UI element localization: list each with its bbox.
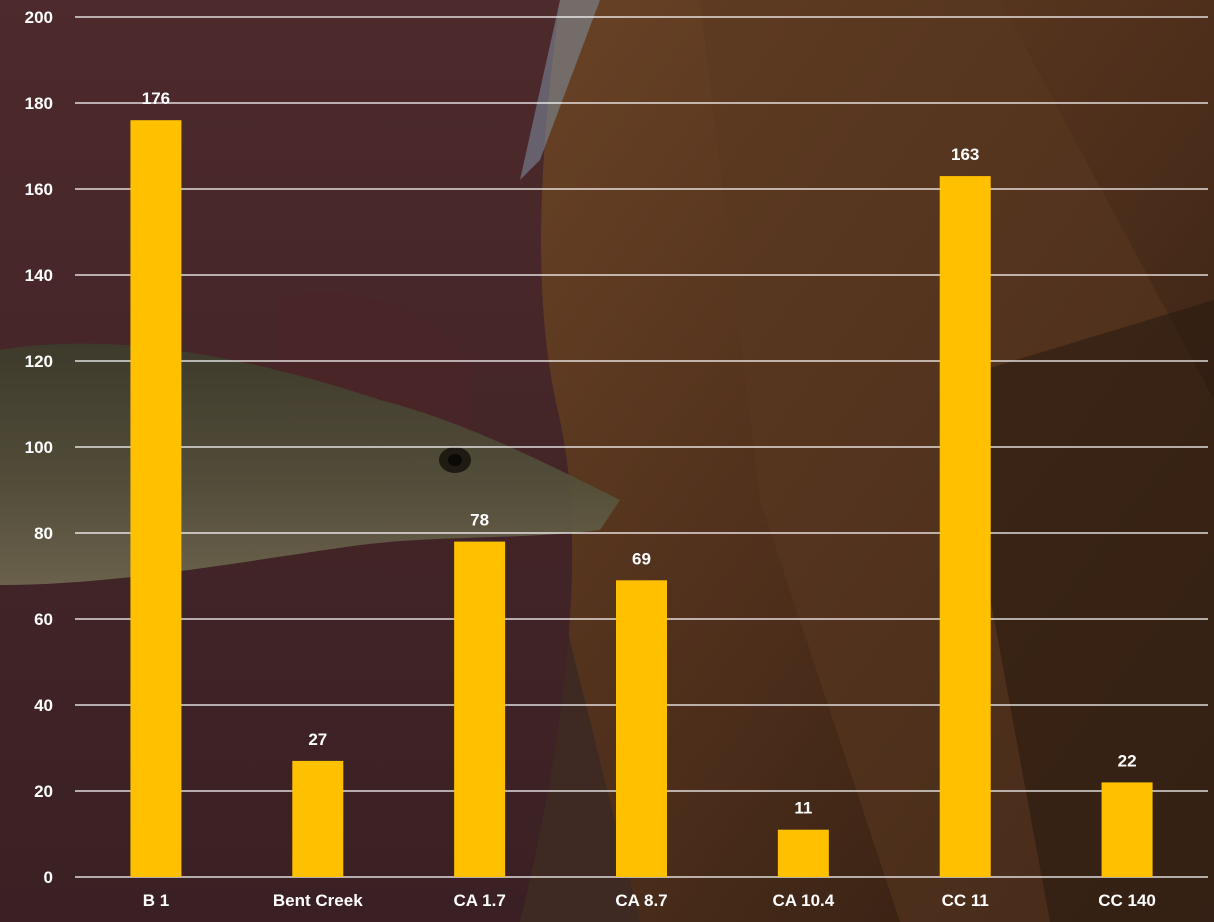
x-category-label: Bent Creek [273,891,363,910]
bars [130,120,1153,878]
y-tick-label: 100 [25,438,53,457]
x-category-label: CC 140 [1098,891,1156,910]
data-label: 11 [794,799,812,818]
x-category-label: CA 8.7 [615,891,667,910]
y-tick-label: 140 [25,266,53,285]
data-labels: 176 27 78 69 11 163 22 [142,89,1137,818]
y-tick-label: 200 [25,8,53,27]
bar-bent-creek [292,760,344,877]
bar-ca-1-7 [454,541,506,877]
y-tick-label: 180 [25,94,53,113]
data-label: 78 [470,511,489,530]
data-label: 69 [632,549,651,568]
bar-cc-11 [939,176,991,878]
data-label: 27 [308,730,327,749]
x-axis-categories: B 1 Bent Creek CA 1.7 CA 8.7 CA 10.4 CC 11 CC … [143,891,1156,910]
y-tick-label: 40 [34,696,53,715]
x-category-label: CC 11 [942,891,989,910]
data-label: 22 [1118,751,1137,770]
bar-ca-10-4 [777,829,829,877]
x-category-label: CA 10.4 [772,891,834,910]
y-tick-label: 80 [34,524,53,543]
x-category-label: CA 1.7 [454,891,506,910]
y-tick-label: 60 [34,610,53,629]
x-category-label: B 1 [143,891,169,910]
bar-b-1 [130,120,182,877]
bar-cc-140 [1101,782,1153,877]
data-label: 176 [142,89,170,108]
bar-ca-8-7 [616,580,667,877]
y-tick-label: 120 [25,352,53,371]
y-tick-label: 0 [44,868,53,887]
data-label: 163 [951,145,979,164]
y-tick-label: 160 [25,180,53,199]
y-axis-ticks: 0 20 40 60 80 100 120 140 160 180 200 [25,8,53,887]
y-tick-label: 20 [34,782,53,801]
